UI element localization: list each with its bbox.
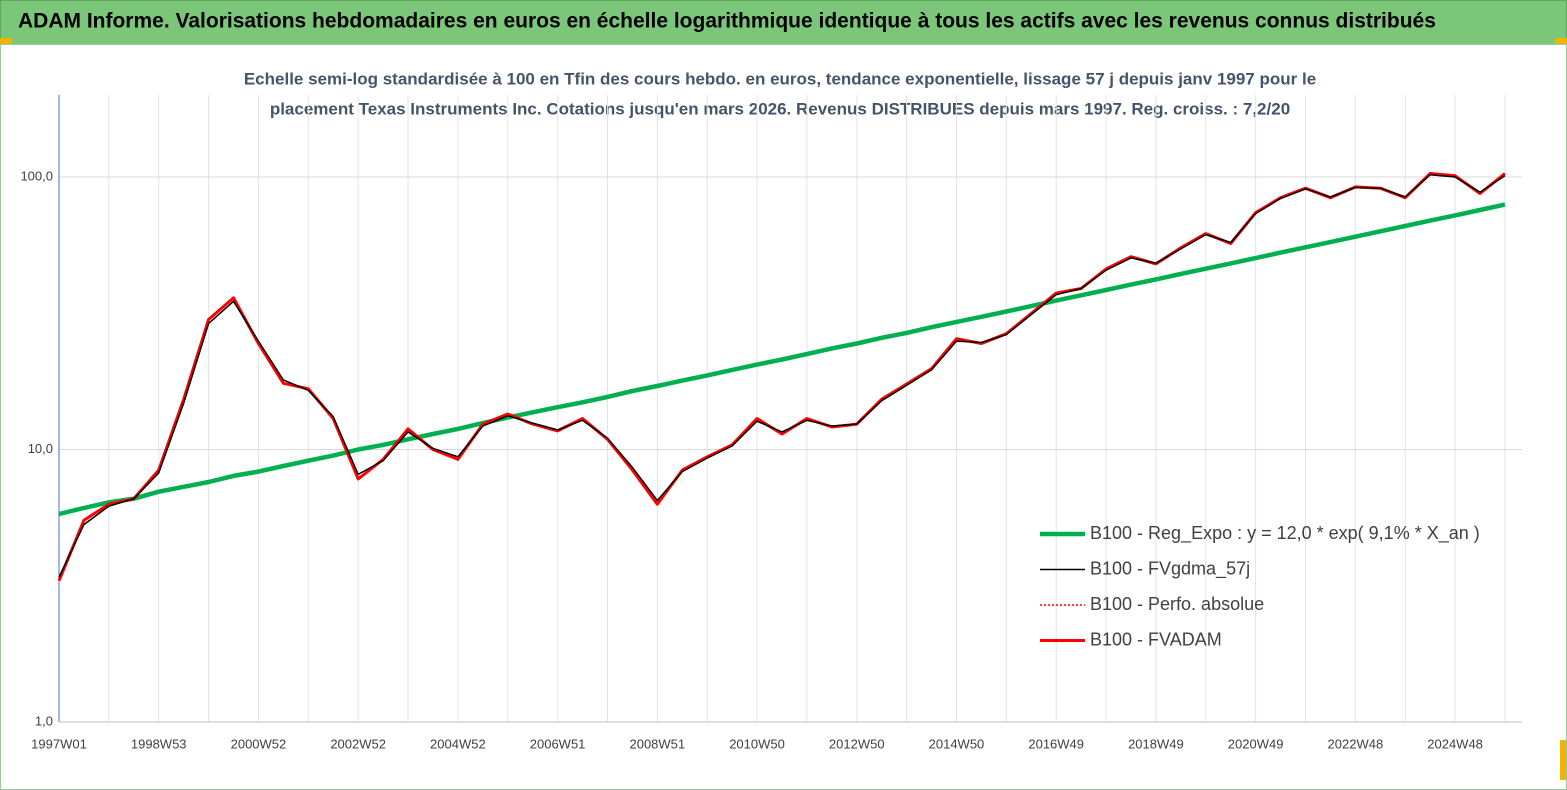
x-tick-label: 2004W52 <box>430 736 486 751</box>
chart-subtitle: placement Texas Instruments Inc. Cotatio… <box>270 99 1290 118</box>
series-line <box>58 173 1506 578</box>
x-tick-label: 1997W01 <box>31 736 87 751</box>
legend-label: B100 - FVADAM <box>1090 629 1222 649</box>
x-tick-label: 2008W51 <box>629 736 685 751</box>
header-bar <box>0 0 1567 45</box>
x-tick-label: 1998W53 <box>131 736 187 751</box>
series-line <box>58 202 1506 517</box>
y-tick-label: 100,0 <box>20 168 53 183</box>
x-tick-label: 2016W49 <box>1028 736 1084 751</box>
legend-label: B100 - FVgdma_57j <box>1090 558 1250 579</box>
x-tick-label: 2022W48 <box>1328 736 1384 751</box>
x-tick-label: 2000W52 <box>231 736 287 751</box>
corner <box>1560 740 1566 780</box>
legend-label: B100 - Perfo. absolue <box>1090 594 1264 614</box>
y-tick-label: 1,0 <box>35 713 53 728</box>
x-tick-label: 2014W50 <box>929 736 985 751</box>
corner <box>1555 38 1567 44</box>
x-tick-label: 2012W50 <box>829 736 885 751</box>
x-tick-label: 2018W49 <box>1128 736 1184 751</box>
chart-subtitle: Echelle semi-log standardisée à 100 en T… <box>244 69 1316 88</box>
y-tick-label: 10,0 <box>28 441 53 456</box>
chart-title: ADAM Informe. Valorisations hebdomadaire… <box>18 10 1436 33</box>
x-tick-label: 2020W49 <box>1228 736 1284 751</box>
x-tick-label: 2006W51 <box>530 736 586 751</box>
x-tick-label: 2024W48 <box>1427 736 1483 751</box>
x-tick-label: 2002W52 <box>330 736 386 751</box>
x-tick-label: 2010W50 <box>729 736 785 751</box>
corner <box>0 38 12 44</box>
legend-label: B100 - Reg_Expo : y = 12,0 * exp( 9,1% *… <box>1090 523 1480 544</box>
